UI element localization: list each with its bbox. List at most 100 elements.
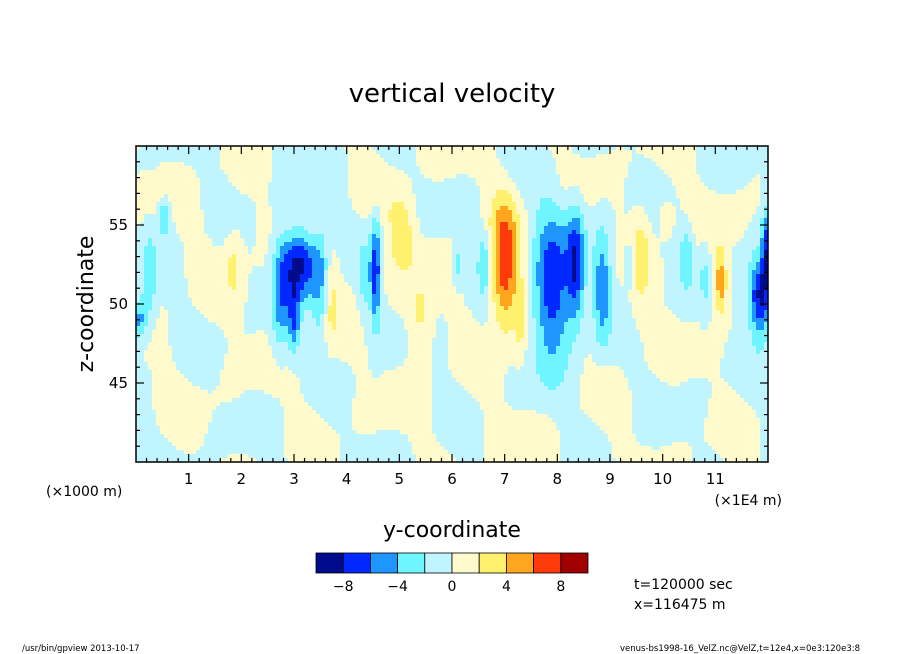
field-cell bbox=[688, 226, 693, 231]
field-cell bbox=[500, 150, 505, 155]
field-cell bbox=[676, 186, 681, 191]
field-cell bbox=[176, 218, 181, 223]
field-cell bbox=[600, 254, 605, 259]
field-cell bbox=[744, 262, 749, 267]
field-cell bbox=[740, 258, 745, 263]
field-cell bbox=[684, 250, 689, 255]
field-cell bbox=[608, 258, 613, 263]
field-cell bbox=[448, 254, 453, 259]
field-cell bbox=[316, 158, 321, 163]
field-cell bbox=[312, 194, 317, 199]
field-cell bbox=[288, 158, 293, 163]
field-cell bbox=[472, 174, 477, 179]
field-cell bbox=[548, 250, 553, 255]
field-cell bbox=[636, 262, 641, 267]
field-cell bbox=[756, 214, 761, 219]
field-cell bbox=[348, 234, 353, 239]
field-cell bbox=[676, 194, 681, 199]
field-cell bbox=[180, 162, 185, 167]
field-cell bbox=[352, 266, 357, 271]
field-cell bbox=[564, 190, 569, 195]
field-cell bbox=[516, 234, 521, 239]
field-cell bbox=[688, 210, 693, 215]
field-cell bbox=[180, 190, 185, 195]
field-cell bbox=[616, 250, 621, 255]
field-cell bbox=[676, 150, 681, 155]
field-cell bbox=[592, 218, 597, 223]
field-cell bbox=[340, 238, 345, 243]
field-cell bbox=[492, 234, 497, 239]
field-cell bbox=[220, 230, 225, 235]
field-cell bbox=[300, 170, 305, 175]
field-cell bbox=[640, 266, 645, 271]
field-cell bbox=[452, 238, 457, 243]
field-cell bbox=[508, 254, 513, 259]
field-cell bbox=[240, 174, 245, 179]
field-cell bbox=[344, 246, 349, 251]
field-cell bbox=[144, 214, 149, 219]
field-cell bbox=[564, 214, 569, 219]
field-cell bbox=[192, 150, 197, 155]
field-cell bbox=[244, 194, 249, 199]
field-cell bbox=[636, 190, 641, 195]
field-cell bbox=[200, 230, 205, 235]
field-cell bbox=[688, 234, 693, 239]
field-cell bbox=[616, 186, 621, 191]
field-cell bbox=[192, 242, 197, 247]
field-cell bbox=[156, 262, 161, 267]
field-cell bbox=[740, 222, 745, 227]
field-cell bbox=[720, 234, 725, 239]
field-cell bbox=[592, 234, 597, 239]
field-cell bbox=[584, 158, 589, 163]
field-cell bbox=[152, 178, 157, 183]
field-cell bbox=[372, 218, 377, 223]
field-cell bbox=[340, 250, 345, 255]
field-cell bbox=[564, 234, 569, 239]
field-cell bbox=[236, 242, 241, 247]
field-cell bbox=[460, 210, 465, 215]
field-cell bbox=[372, 222, 377, 227]
field-cell bbox=[260, 226, 265, 231]
field-cell bbox=[408, 174, 413, 179]
field-cell bbox=[584, 190, 589, 195]
field-cell bbox=[532, 214, 537, 219]
field-cell bbox=[516, 238, 521, 243]
field-cell bbox=[552, 154, 557, 159]
field-cell bbox=[228, 266, 233, 271]
field-cell bbox=[272, 206, 277, 211]
field-cell bbox=[720, 170, 725, 175]
field-cell bbox=[356, 254, 361, 259]
field-cell bbox=[296, 150, 301, 155]
field-cell bbox=[564, 170, 569, 175]
field-cell bbox=[612, 258, 617, 263]
field-cell bbox=[484, 174, 489, 179]
field-cell bbox=[656, 210, 661, 215]
field-cell bbox=[496, 174, 501, 179]
field-cell bbox=[232, 158, 237, 163]
field-cell bbox=[680, 150, 685, 155]
field-cell bbox=[444, 242, 449, 247]
field-cell bbox=[516, 194, 521, 199]
field-cell bbox=[264, 230, 269, 235]
field-cell bbox=[360, 206, 365, 211]
field-cell bbox=[312, 170, 317, 175]
field-cell bbox=[512, 146, 517, 151]
field-cell bbox=[224, 178, 229, 183]
field-cell bbox=[592, 186, 597, 191]
field-cell bbox=[696, 146, 701, 151]
field-cell bbox=[200, 266, 205, 271]
field-cell bbox=[148, 222, 153, 227]
field-cell bbox=[328, 186, 333, 191]
field-cell bbox=[444, 218, 449, 223]
field-cell bbox=[736, 202, 741, 207]
field-cell bbox=[412, 210, 417, 215]
field-cell bbox=[316, 234, 321, 239]
field-cell bbox=[168, 254, 173, 259]
field-cell bbox=[572, 202, 577, 207]
field-cell bbox=[188, 226, 193, 231]
field-cell bbox=[272, 254, 277, 259]
field-cell bbox=[548, 266, 553, 271]
field-cell bbox=[692, 162, 697, 167]
field-cell bbox=[352, 202, 357, 207]
field-cell bbox=[520, 166, 525, 171]
